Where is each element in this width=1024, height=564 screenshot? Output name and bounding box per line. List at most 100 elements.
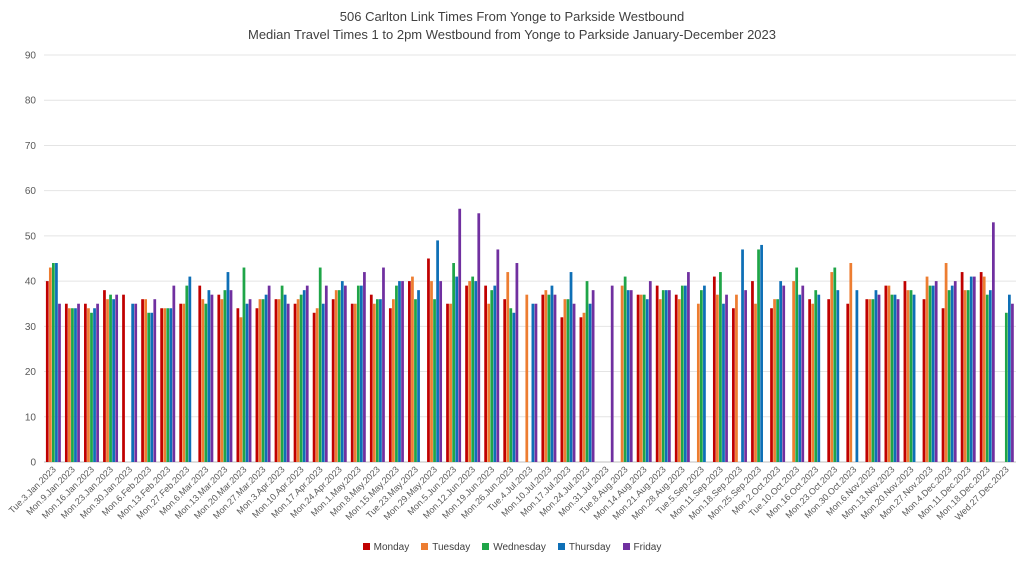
bar-thursday-47 xyxy=(950,285,954,462)
bar-monday-5 xyxy=(141,299,144,462)
bar-tuesday-0 xyxy=(48,267,52,462)
bar-wednesday-12 xyxy=(280,285,284,462)
bar-wednesday-9 xyxy=(223,290,227,462)
bar-tuesday-48 xyxy=(963,290,967,462)
bar-tuesday-34 xyxy=(696,303,700,462)
bar-monday-20 xyxy=(427,258,430,462)
bar-friday-36 xyxy=(744,290,747,462)
bar-tuesday-17 xyxy=(372,303,376,462)
bar-monday-0 xyxy=(45,281,49,462)
bar-tuesday-23 xyxy=(487,303,491,462)
bar-tuesday-3 xyxy=(106,299,109,462)
bar-thursday-14 xyxy=(321,303,325,462)
bar-friday-26 xyxy=(553,294,557,462)
bar-friday-50 xyxy=(1011,303,1014,462)
bar-friday-22 xyxy=(477,213,481,462)
bar-thursday-25 xyxy=(531,303,535,462)
bar-wednesday-28 xyxy=(585,281,589,462)
bar-wednesday-30 xyxy=(623,276,627,462)
bar-monday-44 xyxy=(884,285,888,462)
bar-tuesday-11 xyxy=(258,299,262,462)
bar-wednesday-32 xyxy=(661,290,665,462)
bar-thursday-39 xyxy=(798,294,802,462)
bar-wednesday-38 xyxy=(776,299,779,462)
bar-thursday-50 xyxy=(1008,294,1011,462)
bar-friday-0 xyxy=(58,303,61,462)
bar-friday-4 xyxy=(134,303,138,462)
bar-monday-47 xyxy=(941,308,945,462)
bar-thursday-36 xyxy=(741,249,744,462)
bar-tuesday-43 xyxy=(868,299,872,462)
bar-wednesday-26 xyxy=(547,294,551,462)
bar-friday-23 xyxy=(496,249,500,462)
legend-swatch xyxy=(622,543,630,550)
bar-wednesday-46 xyxy=(928,285,932,462)
bar-wednesday-27 xyxy=(566,299,570,462)
bar-monday-14 xyxy=(312,312,316,462)
bar-wednesday-23 xyxy=(490,290,494,462)
bar-wednesday-48 xyxy=(966,290,970,462)
bar-wednesday-5 xyxy=(147,312,151,462)
legend-swatch xyxy=(557,543,565,550)
bar-thursday-23 xyxy=(493,285,497,462)
bar-monday-43 xyxy=(865,299,869,462)
bar-friday-8 xyxy=(210,294,214,462)
bar-wednesday-40 xyxy=(814,290,818,462)
bar-wednesday-24 xyxy=(509,308,513,462)
bar-tuesday-39 xyxy=(792,281,795,462)
bar-wednesday-14 xyxy=(318,267,322,462)
bar-tuesday-5 xyxy=(144,299,147,462)
bar-tuesday-2 xyxy=(87,308,90,462)
bar-friday-44 xyxy=(896,299,900,462)
bar-tuesday-19 xyxy=(411,276,414,462)
bar-wednesday-19 xyxy=(414,299,417,462)
legend-label: Wednesday xyxy=(493,542,546,553)
bar-wednesday-8 xyxy=(204,303,208,462)
bars xyxy=(45,208,1014,462)
bar-tuesday-37 xyxy=(754,303,757,462)
bar-monday-40 xyxy=(808,299,812,462)
bar-tuesday-16 xyxy=(353,303,357,462)
bar-friday-38 xyxy=(782,285,786,462)
bar-thursday-22 xyxy=(474,281,478,462)
bar-wednesday-11 xyxy=(261,299,265,462)
bar-thursday-44 xyxy=(893,294,897,462)
x-axis: Tue.3.Jan.2023Mon.9.Jan.2023Mon.16.Jan.2… xyxy=(7,464,1011,522)
bar-tuesday-44 xyxy=(887,285,891,462)
bar-monday-28 xyxy=(579,317,583,462)
bar-tuesday-35 xyxy=(716,294,719,462)
bar-wednesday-31 xyxy=(642,294,646,462)
chart-titles: 506 Carlton Link Times From Yonge to Par… xyxy=(0,8,1024,44)
bar-friday-35 xyxy=(725,294,728,462)
bar-wednesday-44 xyxy=(890,294,894,462)
bar-wednesday-37 xyxy=(757,249,760,462)
bar-friday-12 xyxy=(286,303,290,462)
bar-wednesday-13 xyxy=(299,294,303,462)
bar-friday-43 xyxy=(877,294,881,462)
bar-wednesday-50 xyxy=(1004,312,1008,462)
bar-tuesday-41 xyxy=(830,272,834,462)
legend-swatch xyxy=(421,543,429,550)
bar-friday-9 xyxy=(229,290,233,462)
bar-tuesday-46 xyxy=(925,276,929,462)
bar-thursday-32 xyxy=(664,290,668,462)
bar-friday-16 xyxy=(363,272,366,462)
bar-tuesday-9 xyxy=(220,299,224,462)
bar-friday-25 xyxy=(534,303,538,462)
bar-monday-42 xyxy=(846,303,850,462)
bar-monday-8 xyxy=(198,285,202,462)
y-tick-label: 40 xyxy=(25,277,37,288)
bar-friday-6 xyxy=(172,285,176,462)
bar-thursday-49 xyxy=(988,290,992,462)
bar-monday-35 xyxy=(712,276,716,462)
bar-friday-10 xyxy=(248,299,252,462)
bar-thursday-38 xyxy=(779,281,783,462)
bar-thursday-4 xyxy=(131,303,135,462)
bar-monday-38 xyxy=(770,308,773,462)
bar-tuesday-36 xyxy=(735,294,738,462)
bar-thursday-12 xyxy=(283,294,287,462)
bar-friday-21 xyxy=(458,208,462,462)
bar-wednesday-15 xyxy=(337,290,341,462)
